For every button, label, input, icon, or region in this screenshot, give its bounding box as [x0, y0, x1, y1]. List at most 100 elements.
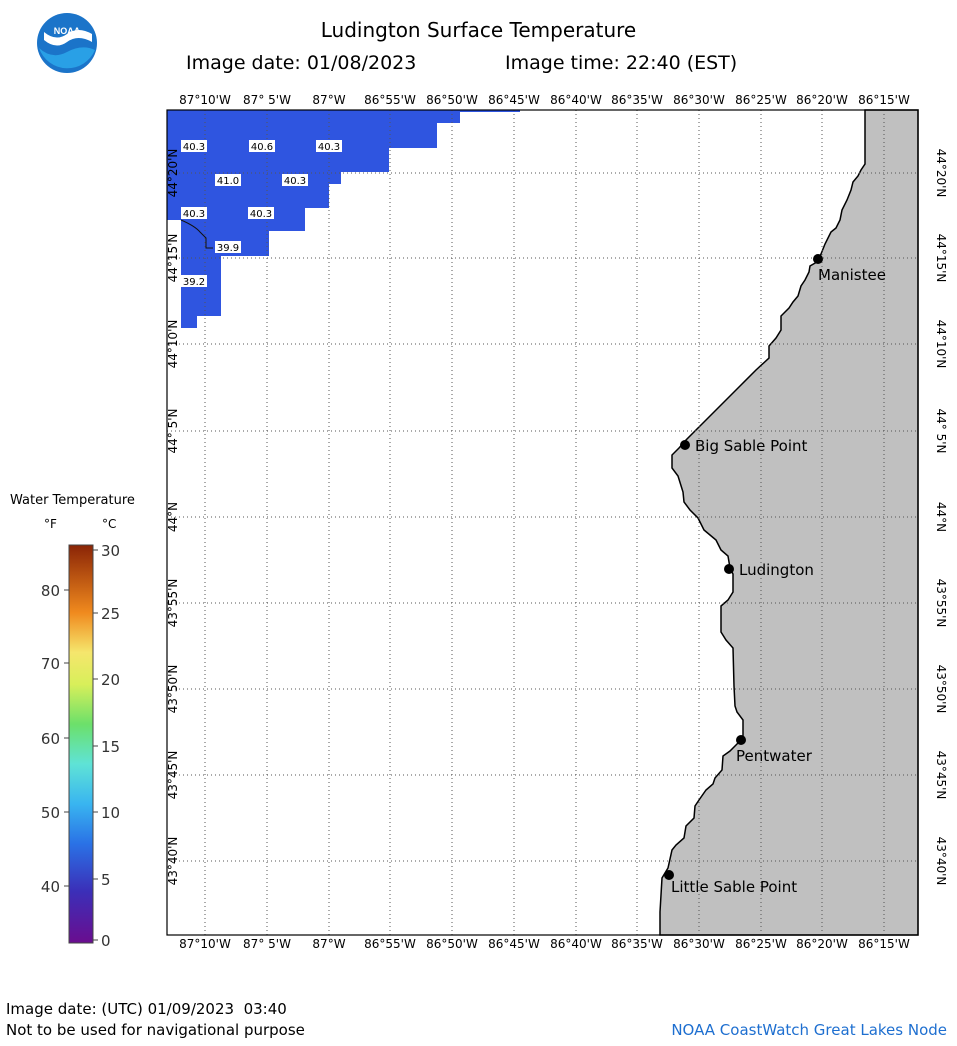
latitude-label: 43°45'N: [166, 751, 180, 800]
temperature-value-labels: 40.3 40.6 40.3 41.0 40.3 40.3 40.3 39.9 39.2: [181, 140, 342, 288]
place-marker-dot: [724, 564, 734, 574]
latitude-label: 44°20'N: [934, 149, 948, 198]
longitude-label: 86°55'W: [364, 93, 416, 107]
legend-tick-fahrenheit: 80: [41, 582, 60, 600]
temperature-label-box: [282, 174, 308, 186]
water-temperature-area: [167, 110, 520, 328]
legend-tick-celsius: 0: [101, 932, 111, 950]
temperature-value: 40.6: [251, 142, 273, 153]
footer-navigation-disclaimer: Not to be used for navigational purpose: [6, 1021, 305, 1039]
place-marker-dot: [736, 735, 746, 745]
longitude-label: 86°35'W: [611, 937, 663, 951]
legend-tick-celsius: 30: [101, 542, 120, 560]
longitude-label: 86°45'W: [488, 937, 540, 951]
image-time: Image time: 22:40 (EST): [505, 52, 738, 74]
latitude-label: 44°20'N: [166, 149, 180, 198]
temperature-label-box: [215, 174, 241, 186]
temperature-value: 40.3: [183, 142, 205, 153]
temperature-label-box: [181, 275, 207, 287]
longitude-label: 86°20'W: [796, 93, 848, 107]
longitude-label: 87° 5'W: [243, 93, 291, 107]
land-area: [659, 109, 919, 936]
latitude-label: 44°10'N: [166, 320, 180, 369]
longitude-label: 87°10'W: [179, 937, 231, 951]
longitude-label: 86°45'W: [488, 93, 540, 107]
longitude-label: 86°20'W: [796, 937, 848, 951]
noaa-logo-icon: NOAA: [36, 12, 98, 74]
longitude-label: 86°40'W: [550, 93, 602, 107]
legend-tick-fahrenheit: 40: [41, 878, 60, 896]
footer-utc-date: Image date: (UTC) 01/09/2023 03:40: [6, 1000, 287, 1018]
longitude-label: 86°35'W: [611, 93, 663, 107]
graticule-grid: [167, 110, 918, 935]
temperature-value: 40.3: [284, 176, 306, 187]
footer-credit: NOAA CoastWatch Great Lakes Node: [671, 1021, 947, 1039]
longitude-label: 86°30'W: [673, 937, 725, 951]
latitude-labels-right: 44°20'N 44°15'N 44°10'N 44° 5'N 44°N 43°55'N 4…: [934, 149, 948, 886]
legend-title: Water Temperature: [10, 493, 135, 508]
legend-tick-celsius: 25: [101, 605, 120, 623]
place-name: Ludington: [739, 561, 814, 579]
longitude-label: 86°15'W: [858, 93, 910, 107]
temperature-value: 39.2: [183, 277, 205, 288]
latitude-label: 44°15'N: [166, 234, 180, 283]
temperature-value: 40.3: [318, 142, 340, 153]
longitude-label: 86°50'W: [426, 937, 478, 951]
temperature-value: 41.0: [217, 176, 239, 187]
latitude-label: 44°10'N: [934, 320, 948, 369]
place-name: Big Sable Point: [695, 437, 808, 455]
temperature-label-box: [215, 241, 241, 253]
logo-text: NOAA: [54, 26, 81, 36]
longitude-label: 87° 5'W: [243, 937, 291, 951]
temperature-label-box: [181, 140, 207, 152]
legend-color-bar: [68, 544, 94, 944]
image-date: Image date: 01/08/2023: [186, 52, 417, 74]
temperature-label-box: [316, 140, 342, 152]
legend-unit-fahrenheit: °F: [44, 517, 57, 531]
longitude-label: 86°15'W: [858, 937, 910, 951]
place-markers: Manistee Big Sable Point Ludington Pentwate…: [664, 254, 886, 896]
longitude-label: 86°25'W: [735, 93, 787, 107]
latitude-label: 43°40'N: [934, 837, 948, 886]
longitude-label: 87°W: [312, 937, 345, 951]
longitude-label: 86°55'W: [364, 937, 416, 951]
temperature-label-box: [249, 140, 275, 152]
latitude-label: 43°40'N: [166, 837, 180, 886]
latitude-label: 43°50'N: [934, 665, 948, 714]
latitude-label: 43°55'N: [934, 579, 948, 628]
latitude-label: 44° 5'N: [934, 409, 948, 454]
temperature-label-box: [181, 207, 207, 219]
longitude-label: 86°40'W: [550, 937, 602, 951]
latitude-label: 44° 5'N: [166, 409, 180, 454]
temperature-value: 40.3: [250, 209, 272, 220]
legend-tick-celsius: 15: [101, 738, 120, 756]
place-name: Manistee: [818, 266, 886, 284]
place-marker-dot: [813, 254, 823, 264]
temperature-label-box: [248, 207, 274, 219]
latitude-label: 44°N: [166, 502, 180, 532]
longitude-labels-bottom: 87°10'W 87° 5'W 87°W 86°55'W 86°50'W 86°45'W 8…: [179, 937, 910, 951]
longitude-label: 86°50'W: [426, 93, 478, 107]
latitude-label: 43°50'N: [166, 665, 180, 714]
legend-tick-fahrenheit: 60: [41, 730, 60, 748]
place-marker-dot: [664, 870, 674, 880]
map-frame: [166, 109, 919, 936]
place-name: Pentwater: [736, 747, 813, 765]
longitude-label: 87°10'W: [179, 93, 231, 107]
longitude-labels-top: 87°10'W 87° 5'W 87°W 86°55'W 86°50'W 86°45'W 8…: [179, 93, 910, 107]
latitude-label: 44°15'N: [934, 234, 948, 283]
place-name: Little Sable Point: [671, 878, 797, 896]
temperature-value: 40.3: [183, 209, 205, 220]
legend-tick-celsius: 20: [101, 671, 120, 689]
legend-tick-fahrenheit: 70: [41, 655, 60, 673]
legend-tick-celsius: 10: [101, 804, 120, 822]
legend-unit-celsius: °C: [102, 517, 117, 531]
latitude-label: 43°45'N: [934, 751, 948, 800]
legend-tick-celsius: 5: [101, 871, 111, 889]
longitude-label: 86°30'W: [673, 93, 725, 107]
longitude-label: 87°W: [312, 93, 345, 107]
latitude-label: 44°N: [934, 502, 948, 532]
longitude-label: 86°25'W: [735, 937, 787, 951]
